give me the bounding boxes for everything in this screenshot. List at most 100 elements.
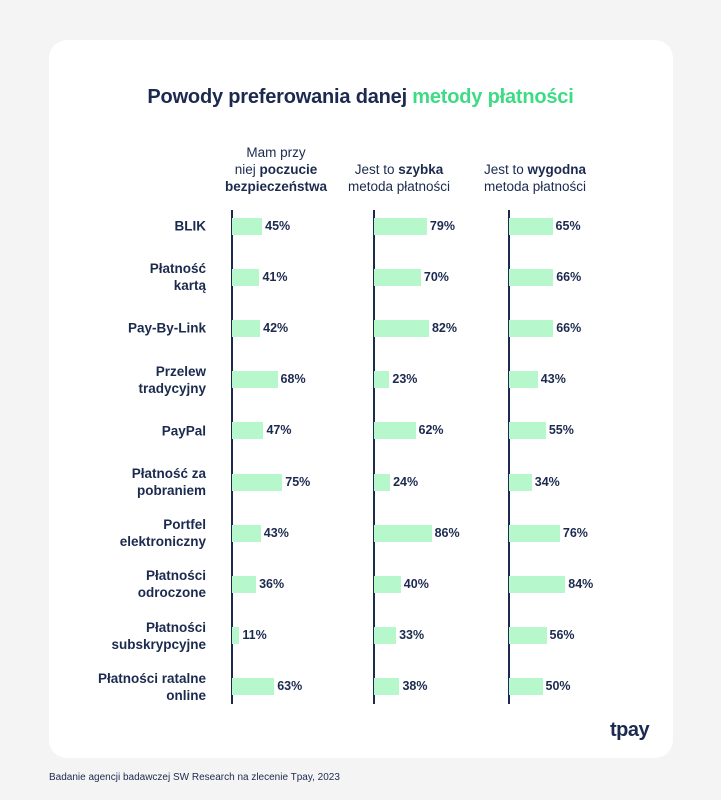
bar-value-label: 47%: [266, 423, 292, 438]
category-label: Przelew tradycyjny: [70, 363, 206, 397]
bar: [374, 473, 391, 491]
bar: [374, 422, 416, 440]
bar-value-label: 68%: [280, 372, 306, 387]
category-label-line: Płatności: [145, 568, 206, 584]
column-header-text: Mam przy: [246, 145, 306, 160]
category-label-line: kartą: [173, 278, 206, 294]
chart-title: Powody preferowania danej metody płatnoś…: [0, 86, 721, 109]
category-label: Płatności subskrypcyjne: [70, 619, 206, 653]
column-header-text: bezpieczeństwa: [224, 179, 328, 194]
category-label-line: tradycyjny: [138, 380, 206, 396]
category-label: Płatność kartą: [70, 260, 206, 294]
bar-value-label: 43%: [263, 525, 289, 540]
bar-value-label: 79%: [429, 218, 455, 233]
column-axis-line: [508, 210, 510, 704]
column-header-line: Jest to wygodna: [465, 161, 605, 178]
bar: [374, 217, 427, 235]
bar: [232, 473, 283, 491]
source-footnote: Badanie agencji badawczej SW Research na…: [49, 772, 340, 783]
category-label-line: elektroniczny: [119, 534, 206, 550]
column-axis-line: [373, 210, 375, 704]
bar-value-label: 84%: [568, 576, 594, 591]
title-accent: metody płatności: [412, 86, 574, 108]
category-label: Płatności odroczone: [70, 567, 206, 601]
column-header-1: Mam przy niej poczucie bezpieczeństwa: [206, 144, 346, 195]
bar-value-label: 76%: [562, 525, 588, 540]
bar-value-label: 66%: [556, 269, 582, 284]
bar-value-label: 66%: [556, 320, 582, 335]
category-label-line: Płatności: [145, 619, 206, 635]
category-label-line: subskrypcyjne: [111, 636, 206, 652]
column-header-line: metoda płatności: [465, 178, 605, 195]
bar-value-label: 33%: [399, 628, 425, 643]
column-header-line: metoda płatności: [329, 178, 469, 195]
bar-value-label: 86%: [434, 525, 460, 540]
bar: [509, 268, 554, 286]
category-label-line: Płatność za: [131, 466, 206, 481]
tpay-logo: tpay: [610, 719, 650, 741]
bar-value-label: 36%: [259, 576, 285, 591]
column-header-line: niej poczucie: [206, 161, 346, 178]
bar: [374, 524, 432, 542]
category-label-line: Portfel: [163, 517, 206, 533]
bar: [232, 575, 257, 593]
bar: [509, 524, 560, 542]
column-header-text: poczucie: [259, 162, 318, 177]
bar: [232, 678, 275, 696]
bar-value-label: 56%: [549, 628, 575, 643]
category-label: Płatności ratalne online: [70, 670, 206, 704]
bar: [232, 371, 278, 389]
bar: [509, 678, 543, 696]
bar-value-label: 42%: [263, 320, 289, 335]
bar: [509, 371, 538, 389]
bar: [509, 473, 532, 491]
bar: [232, 268, 260, 286]
category-label: Płatność za pobraniem: [70, 465, 206, 499]
category-label-line: pobraniem: [136, 483, 206, 498]
category-label: Portfel elektroniczny: [70, 516, 206, 550]
column-header-line: bezpieczeństwa: [206, 178, 346, 195]
column-header-text: niej: [234, 162, 260, 177]
column-axis-line: [231, 210, 233, 704]
bar: [232, 422, 264, 440]
bar-value-label: 62%: [418, 423, 444, 438]
bar-value-label: 50%: [545, 679, 571, 694]
bar: [509, 319, 554, 337]
bar-value-label: 75%: [285, 474, 311, 489]
column-header-text: metoda płatności: [347, 179, 451, 194]
bar-value-label: 43%: [540, 372, 566, 387]
bar: [374, 678, 400, 696]
bar: [509, 627, 547, 645]
bar-value-label: 70%: [423, 269, 449, 284]
column-header-line: Mam przy: [206, 144, 346, 161]
bar-value-label: 41%: [262, 269, 288, 284]
column-header-2: Jest to szybka metoda płatności: [329, 161, 469, 195]
category-label-line: Płatność: [149, 261, 206, 277]
column-header-text: wygodna: [527, 162, 587, 177]
column-header-text: szybka: [398, 162, 444, 177]
bar-value-label: 45%: [265, 218, 291, 233]
bar-value-label: 11%: [242, 628, 267, 643]
bar-value-label: 24%: [393, 474, 419, 489]
bar: [374, 627, 397, 645]
bar: [232, 319, 261, 337]
category-label-line: Pay-By-Link: [127, 320, 206, 336]
category-label-line: odroczone: [137, 585, 206, 601]
bar-value-label: 55%: [548, 423, 574, 438]
title-main: Powody preferowania danej: [147, 86, 407, 108]
category-label-line: PayPal: [161, 423, 206, 439]
chart-card: [49, 40, 673, 758]
column-header-text: Jest to: [483, 162, 528, 177]
bar: [509, 422, 546, 440]
category-label-line: BLIK: [174, 218, 207, 234]
category-label-line: online: [166, 687, 206, 703]
bar-value-label: 65%: [555, 218, 581, 233]
category-label-line: Przelew: [155, 363, 206, 379]
bar-value-label: 34%: [534, 474, 560, 489]
column-header-text: Jest to: [354, 162, 399, 177]
bar: [374, 268, 421, 286]
bar-value-label: 23%: [392, 372, 418, 387]
bar-value-label: 82%: [431, 320, 457, 335]
bar-value-label: 38%: [402, 679, 428, 694]
bar: [374, 371, 390, 389]
